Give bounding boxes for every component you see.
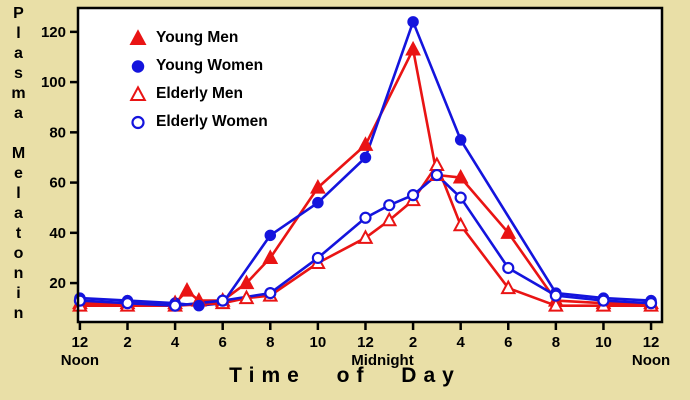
marker-circle-open [264,287,277,300]
x-tick-label: 8 [552,334,560,351]
x-axis-title: Time of Day [229,364,461,387]
marker-triangle-filled [179,281,195,297]
marker-circle-open [131,115,145,130]
marker-circle-filled [312,196,324,209]
marker-circle-open [73,294,87,307]
legend-marker-circle-open-icon [131,115,145,130]
x-sub-label-midnight: Midnight [351,352,413,369]
marker-circle-filled [193,299,205,312]
y-axis-title: Plasma Melatonin [10,5,27,325]
legend-marker-circle-filled-icon [131,60,145,73]
plot-border [76,6,664,324]
marker-circle-open [406,189,420,202]
x-tick-label: 8 [266,334,274,351]
y-tick-label: 120 [41,24,66,41]
legend-item-elderly-men: Elderly Men [128,84,268,104]
legend-marker-triangle-open-icon [129,85,147,101]
marker-circle-open [549,289,562,302]
marker-circle-open [216,294,229,307]
x-tick-label: 12 [643,334,660,351]
legend-marker-triangle-filled-icon [129,29,147,45]
marker-circle-open [359,211,372,224]
y-tick-label: 40 [49,225,66,242]
marker-triangle-filled [310,179,326,194]
x-tick-label: 12 [357,334,374,351]
legend-label: Young Men [156,29,239,46]
marker-triangle-open [238,289,255,305]
legend-item-young-women: Young Women [128,56,268,76]
marker-triangle-filled [452,168,469,184]
marker-circle-open [430,168,443,182]
marker-circle-filled [407,16,419,28]
x-tick-label: 2 [409,334,417,351]
x-sub-label-noon: Noon [632,352,670,369]
marker-circle-open [644,297,658,310]
marker-triangle-open [547,297,564,312]
marker-triangle-open [129,85,147,101]
marker-circle-filled [454,134,467,146]
legend-label: Elderly Men [156,85,243,102]
marker-triangle-open [357,229,374,244]
marker-triangle-open [381,211,398,227]
y-tick-label: 80 [49,124,66,141]
x-tick-label: 12 [72,334,89,351]
marker-circle-filled [131,60,145,73]
marker-circle-open [383,199,396,212]
marker-circle-filled [264,229,277,242]
x-sub-label-noon: Noon [61,352,99,369]
marker-triangle-filled [238,274,255,290]
legend-label: Young Women [156,57,264,74]
marker-triangle-open [500,279,517,295]
marker-circle-open [597,294,610,307]
marker-triangle-filled [262,249,279,264]
x-tick-label: 4 [456,334,465,351]
marker-circle-open [502,261,515,275]
marker-triangle-filled [129,29,147,45]
x-tick-label: 10 [595,334,612,351]
x-tick-label: 2 [123,334,131,351]
marker-triangle-open [452,216,469,232]
plot-area [78,8,662,322]
legend: Young Men Young Women Elderly Men Elderly W… [128,28,268,132]
marker-triangle-filled [405,40,421,56]
legend-item-elderly-women: Elderly Women [128,112,268,132]
marker-circle-open [121,297,134,310]
marker-triangle-filled [357,136,374,151]
legend-item-young-men: Young Men [128,28,268,48]
y-tick-label: 100 [41,74,66,91]
x-tick-label: 6 [219,334,227,351]
marker-triangle-filled [500,224,517,239]
marker-circle-open [168,299,182,312]
y-tick-label: 60 [49,175,66,192]
x-tick-label: 10 [310,334,327,351]
marker-circle-open [454,191,467,204]
x-tick-label: 6 [504,334,512,351]
y-tick-label: 20 [49,275,66,292]
marker-circle-open [311,251,324,265]
x-tick-label: 4 [171,334,180,351]
legend-label: Elderly Women [156,113,268,130]
marker-circle-filled [359,151,372,164]
